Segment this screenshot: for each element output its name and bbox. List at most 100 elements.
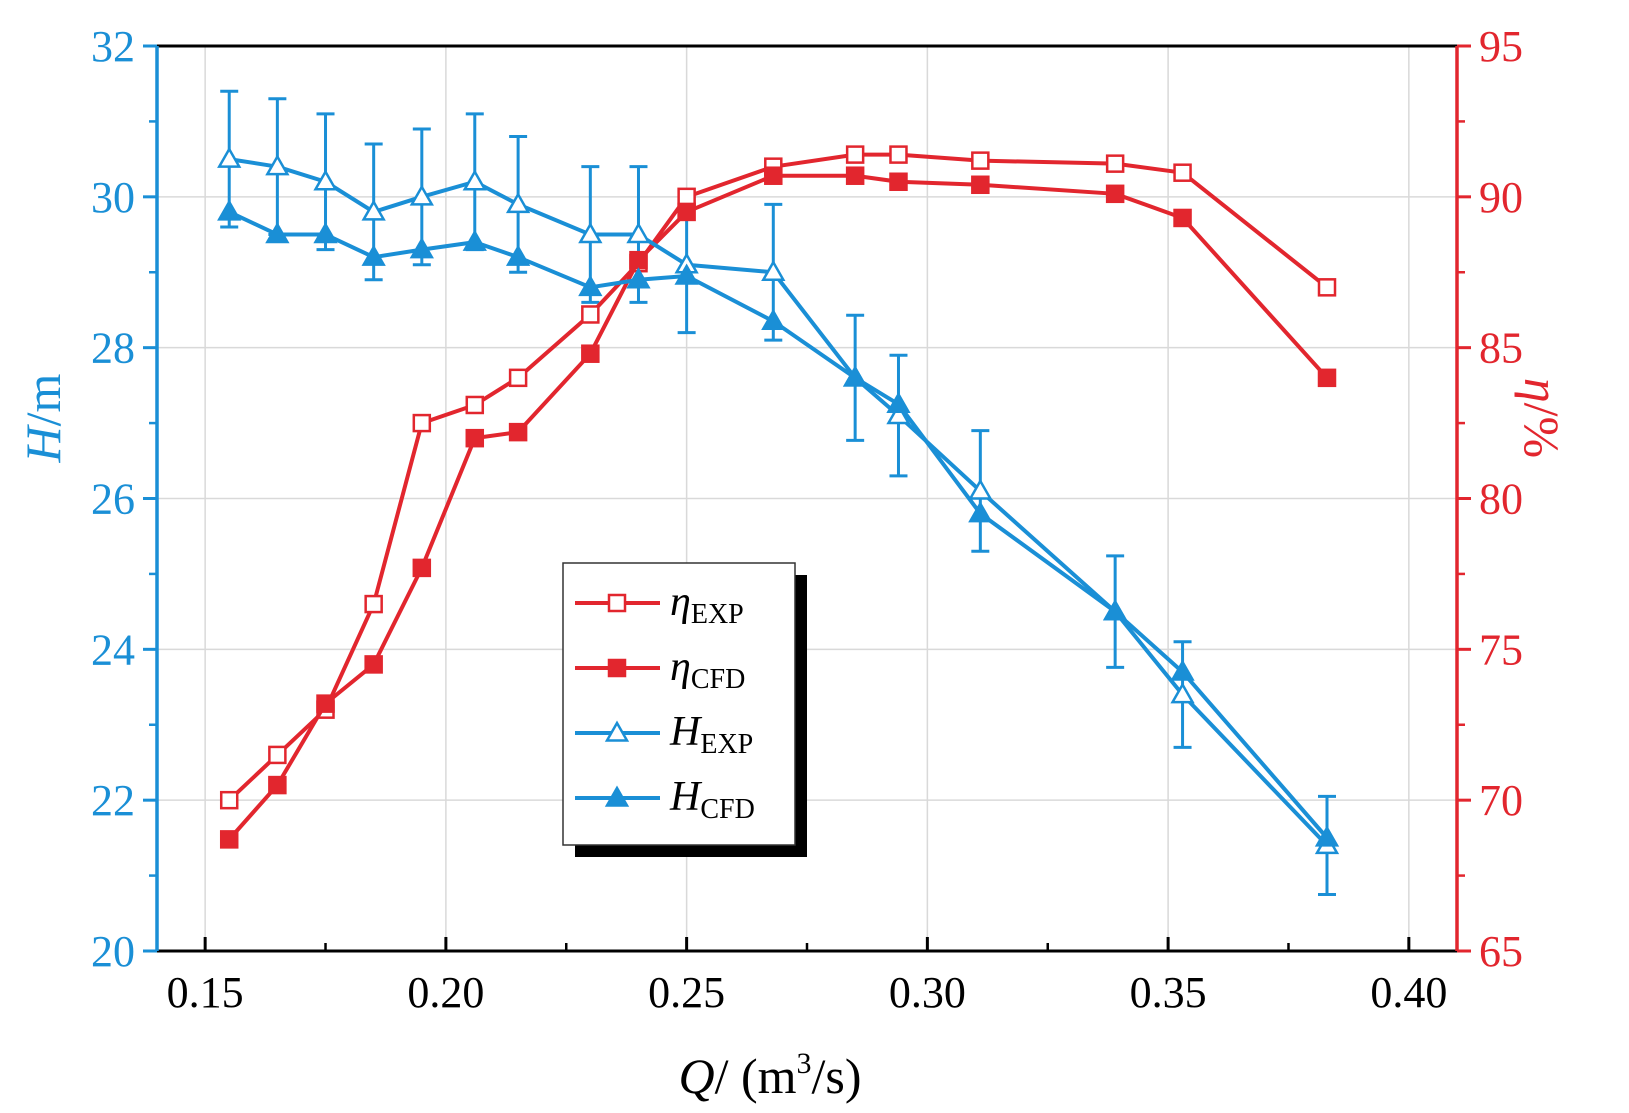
legend-samples <box>575 593 660 807</box>
y-right-tick-label: 90 <box>1479 173 1523 222</box>
data-point-H_CFD <box>674 263 699 285</box>
data-point-H_EXP <box>462 169 487 191</box>
x-tick-label: 0.40 <box>1370 968 1447 1017</box>
y-left-tick-label: 30 <box>91 173 135 222</box>
data-point-η_EXP <box>845 145 865 164</box>
data-point-H_EXP <box>505 191 531 214</box>
data-point-H_CFD <box>842 365 868 387</box>
y-right-tick-label: 75 <box>1479 625 1523 674</box>
y-left-tick-label: 32 <box>91 22 135 71</box>
x-tick-label: 0.25 <box>648 968 725 1017</box>
data-point-η_EXP <box>219 790 239 810</box>
data-point-η_EXP <box>268 745 287 765</box>
y-left-axis-title: H/m <box>15 373 71 463</box>
legend-marker-η_CFD <box>607 658 627 678</box>
data-point-H_CFD <box>626 267 651 289</box>
legend-label-h-exp: HEXP <box>669 709 753 760</box>
data-point-H_CFD <box>968 501 993 523</box>
data-point-η_CFD <box>1317 368 1337 388</box>
y-left-tick-label: 22 <box>91 776 135 825</box>
data-point-H_EXP <box>409 184 434 206</box>
data-point-η_CFD <box>1105 184 1125 204</box>
data-point-η_CFD <box>412 558 432 578</box>
data-point-η_EXP <box>1317 278 1337 297</box>
data-point-η_CFD <box>764 166 783 185</box>
data-point-H_EXP <box>1170 682 1195 704</box>
x-axis-title: Q/ (m3/s) <box>678 1047 861 1104</box>
data-point-η_CFD <box>316 694 335 713</box>
data-point-η_EXP <box>412 413 432 433</box>
data-point-η_EXP <box>364 594 383 614</box>
data-point-η_CFD <box>364 655 383 674</box>
data-point-H_EXP <box>968 478 993 500</box>
y-left-tick-label: 24 <box>91 625 135 674</box>
legend: ηEXP ηCFD HEXP HCFD <box>562 562 807 857</box>
data-point-η_CFD <box>268 775 287 795</box>
data-point-η_EXP <box>508 368 528 388</box>
data-point-η_EXP <box>465 395 485 415</box>
data-point-H_EXP <box>361 199 386 221</box>
data-point-H_CFD <box>505 244 531 266</box>
series-H_CFD <box>217 199 1340 847</box>
x-tick-label: 0.35 <box>1130 968 1207 1017</box>
legend-label-eta-exp: ηEXP <box>670 579 744 630</box>
data-point-H_EXP <box>313 169 338 191</box>
legend-marker-η_EXP <box>607 593 627 613</box>
data-point-η_CFD <box>465 428 485 448</box>
data-point-H_CFD <box>578 274 603 297</box>
y-right-tick-labels: 65 70 75 80 85 90 95 <box>1479 22 1523 976</box>
series-η_CFD <box>219 166 1337 849</box>
data-point-η_CFD <box>219 830 239 849</box>
data-point-η_EXP <box>1105 154 1125 173</box>
data-point-H_CFD <box>1314 825 1340 847</box>
data-point-η_CFD <box>581 344 600 363</box>
data-point-η_CFD <box>971 175 990 195</box>
x-tick-labels: 0.15 0.20 0.25 0.30 0.35 0.40 <box>167 968 1448 1017</box>
y-left-tick-labels: 20 22 24 26 28 30 32 <box>91 22 135 976</box>
x-tick-label: 0.15 <box>167 968 244 1017</box>
data-point-η_EXP <box>889 145 908 164</box>
legend-marker-H_EXP <box>604 720 630 742</box>
data-point-H_CFD <box>313 222 338 244</box>
data-point-H_EXP <box>626 222 651 244</box>
data-point-H_CFD <box>886 391 911 413</box>
data-point-η_CFD <box>629 250 648 270</box>
data-point-η_EXP <box>1173 163 1192 182</box>
data-point-H_EXP <box>265 154 290 176</box>
data-point-H_CFD <box>409 237 434 259</box>
data-point-H_CFD <box>1102 599 1128 621</box>
data-point-H_CFD <box>761 308 786 331</box>
data-point-η_CFD <box>677 202 696 222</box>
y-right-tick-label: 65 <box>1479 927 1523 976</box>
data-point-η_EXP <box>677 187 696 207</box>
legend-marker-H_CFD <box>604 785 630 807</box>
y-left-tick-label: 26 <box>91 475 135 524</box>
data-point-H_CFD <box>1170 659 1195 681</box>
legend-label-h-cfd: HCFD <box>669 774 755 825</box>
data-point-H_EXP <box>217 146 242 168</box>
data-point-η_EXP <box>971 151 990 170</box>
data-point-η_CFD <box>508 422 528 442</box>
data-point-H_EXP <box>578 222 603 244</box>
data-point-η_CFD <box>845 166 865 185</box>
y-right-tick-label: 95 <box>1479 22 1523 71</box>
data-point-H_CFD <box>462 229 487 251</box>
data-point-η_CFD <box>1173 208 1192 228</box>
data-point-H_CFD <box>217 199 242 221</box>
y-right-tick-label: 80 <box>1479 475 1523 524</box>
axes-frame <box>143 44 1471 953</box>
y-left-tick-label: 20 <box>91 927 135 976</box>
data-point-H_EXP <box>886 403 911 425</box>
data-point-H_EXP <box>761 259 786 281</box>
data-point-H_CFD <box>361 244 386 266</box>
x-tick-label: 0.30 <box>889 968 966 1017</box>
data-series <box>217 145 1340 855</box>
series-H_EXP <box>217 146 1340 855</box>
data-point-H_CFD <box>265 222 290 244</box>
legend-label-eta-cfd: ηCFD <box>670 644 745 695</box>
x-tick-label: 0.20 <box>407 968 484 1017</box>
y-left-tick-label: 28 <box>91 324 135 373</box>
y-right-tick-label: 70 <box>1479 776 1523 825</box>
